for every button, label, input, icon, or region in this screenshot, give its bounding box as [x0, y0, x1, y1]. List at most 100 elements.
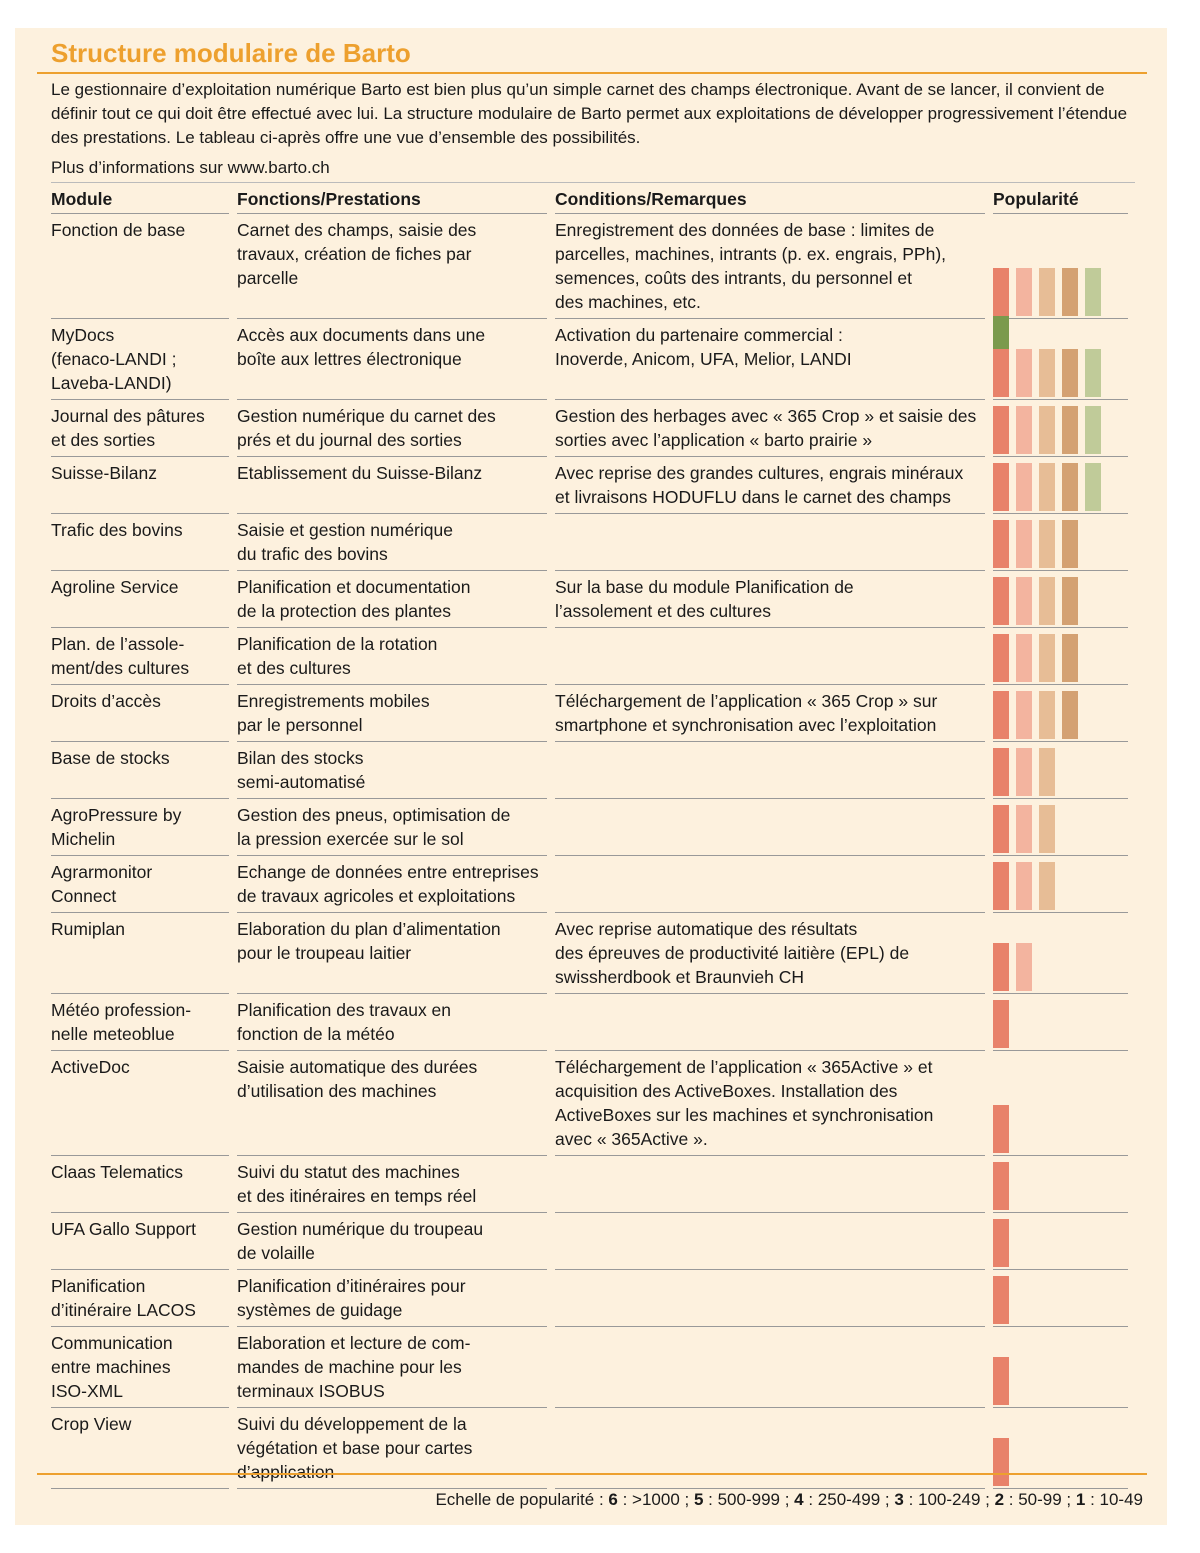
table-row: Suisse-Bilanz Etablissement du Suisse-Bil… [51, 457, 1128, 514]
table-row: MyDocs (fenaco-LANDI ; Laveba-LANDI) Accè… [51, 319, 1128, 400]
popularity-bars [993, 862, 1128, 910]
table-row: ActiveDoc Saisie automatique des durées d… [51, 1051, 1128, 1156]
conditions-cell: Téléchargement de l’application « 365Act… [555, 1051, 985, 1156]
scale-level: 3 [894, 1490, 904, 1509]
conditions-cell [555, 742, 985, 799]
popularity-bars [993, 463, 1128, 511]
popularity-scale: Echelle de popularité : 6 : >1000 ; 5 : … [435, 1490, 1143, 1510]
popularity-bar [993, 862, 1009, 910]
table-row: Communication entre machines ISO-XML Elab… [51, 1327, 1128, 1408]
conditions-cell: Activation du partenaire commercial : In… [555, 319, 985, 400]
functions-cell: Planification et documentation de la pro… [237, 571, 547, 628]
popularity-bar [993, 691, 1009, 739]
popularity-bars [993, 1219, 1128, 1267]
popularity-bar [993, 805, 1009, 853]
popularity-bar [993, 349, 1009, 397]
functions-cell: Echange de données entre entreprises de … [237, 856, 547, 913]
popularity-bars [993, 520, 1128, 568]
popularity-bar [993, 1357, 1009, 1405]
scale-range: : 500-999 ; [703, 1490, 795, 1509]
popularity-bar [993, 1162, 1009, 1210]
popularity-bar [993, 520, 1009, 568]
conditions-cell [555, 628, 985, 685]
scale-range: : 50-99 ; [1004, 1490, 1076, 1509]
conditions-cell: Avec reprise automatique des résultats d… [555, 913, 985, 994]
column-header: Module [51, 185, 229, 214]
functions-cell: Elaboration et lecture de com- mandes de… [237, 1327, 547, 1408]
module-cell: Claas Telematics [51, 1156, 229, 1213]
popularity-cell [993, 685, 1128, 742]
popularity-bars [993, 577, 1128, 625]
panel: Structure modulaire de Barto Le gestionn… [15, 28, 1167, 1525]
functions-cell: Bilan des stocks semi-automatisé [237, 742, 547, 799]
module-cell: MyDocs (fenaco-LANDI ; Laveba-LANDI) [51, 319, 229, 400]
module-cell: ActiveDoc [51, 1051, 229, 1156]
module-cell: Planification d’itinéraire LACOS [51, 1270, 229, 1327]
scale-level: 6 [608, 1490, 618, 1509]
table-row: Claas Telematics Suivi du statut des mach… [51, 1156, 1128, 1213]
module-cell: Droits d’accès [51, 685, 229, 742]
popularity-cell [993, 1156, 1128, 1213]
popularity-bar [1016, 943, 1032, 991]
module-cell: Communication entre machines ISO-XML [51, 1327, 229, 1408]
popularity-cell [993, 994, 1128, 1051]
table-row: Journal des pâtures et des sorties Gestio… [51, 400, 1128, 457]
popularity-bars [993, 634, 1128, 682]
functions-cell: Gestion des pneus, optimisation de la pr… [237, 799, 547, 856]
module-cell: Journal des pâtures et des sorties [51, 400, 229, 457]
popularity-bar [1062, 634, 1078, 682]
popularity-bars [993, 406, 1128, 454]
popularity-cell [993, 1051, 1128, 1156]
popularity-bars [993, 691, 1128, 739]
intro: Le gestionnaire d’exploitation numérique… [51, 80, 1128, 147]
popularity-bars [993, 1105, 1128, 1153]
popularity-bar [1039, 862, 1055, 910]
popularity-bar [1085, 406, 1101, 454]
header-row: Module Fonctions/Prestations Conditions/Re… [51, 185, 1128, 214]
conditions-cell: Sur la base du module Planification de l… [555, 571, 985, 628]
popularity-bar [993, 1276, 1009, 1324]
popularity-bar [993, 634, 1009, 682]
module-cell: Crop View [51, 1408, 229, 1489]
conditions-cell [555, 856, 985, 913]
popularity-cell [993, 1327, 1128, 1408]
more-info: Plus d’informations sur www.barto.ch [51, 158, 330, 177]
popularity-cell [993, 856, 1128, 913]
popularity-bar [1039, 634, 1055, 682]
conditions-cell [555, 799, 985, 856]
popularity-bar [1016, 349, 1032, 397]
column-header: Conditions/Remarques [555, 185, 985, 214]
popularity-bars [993, 943, 1128, 991]
conditions-cell [555, 1327, 985, 1408]
functions-cell: Accès aux documents dans une boîte aux l… [237, 319, 547, 400]
popularity-cell [993, 1270, 1128, 1327]
popularity-bar [1062, 463, 1078, 511]
popularity-bar [1039, 805, 1055, 853]
table-body: Fonction de base Carnet des champs, saisi… [51, 214, 1128, 1489]
module-cell: Base de stocks [51, 742, 229, 799]
module-cell: Agroline Service [51, 571, 229, 628]
popularity-cell [993, 571, 1128, 628]
popularity-bars [993, 748, 1128, 796]
module-cell: Suisse-Bilanz [51, 457, 229, 514]
module-cell: AgroPressure by Michelin [51, 799, 229, 856]
popularity-bar [1062, 520, 1078, 568]
title: Structure modulaire de Barto [51, 38, 411, 68]
module-cell: Plan. de l’assole- ment/des cultures [51, 628, 229, 685]
scale-level: 1 [1075, 1490, 1086, 1509]
conditions-cell: Gestion des herbages avec « 365 Crop » e… [555, 400, 985, 457]
popularity-bar [993, 268, 1009, 316]
module-cell: Rumiplan [51, 913, 229, 994]
functions-cell: Planification d’itinéraires pour système… [237, 1270, 547, 1327]
popularity-cell [993, 319, 1128, 400]
popularity-bar [1016, 862, 1032, 910]
popularity-cell [993, 400, 1128, 457]
popularity-bars [993, 1438, 1128, 1486]
table-row: Planification d’itinéraire LACOS Planific… [51, 1270, 1128, 1327]
scale-range: : 100-249 ; [903, 1490, 995, 1509]
popularity-cell [993, 628, 1128, 685]
popularity-bar [1085, 349, 1101, 397]
functions-cell: Carnet des champs, saisie des travaux, c… [237, 214, 547, 319]
